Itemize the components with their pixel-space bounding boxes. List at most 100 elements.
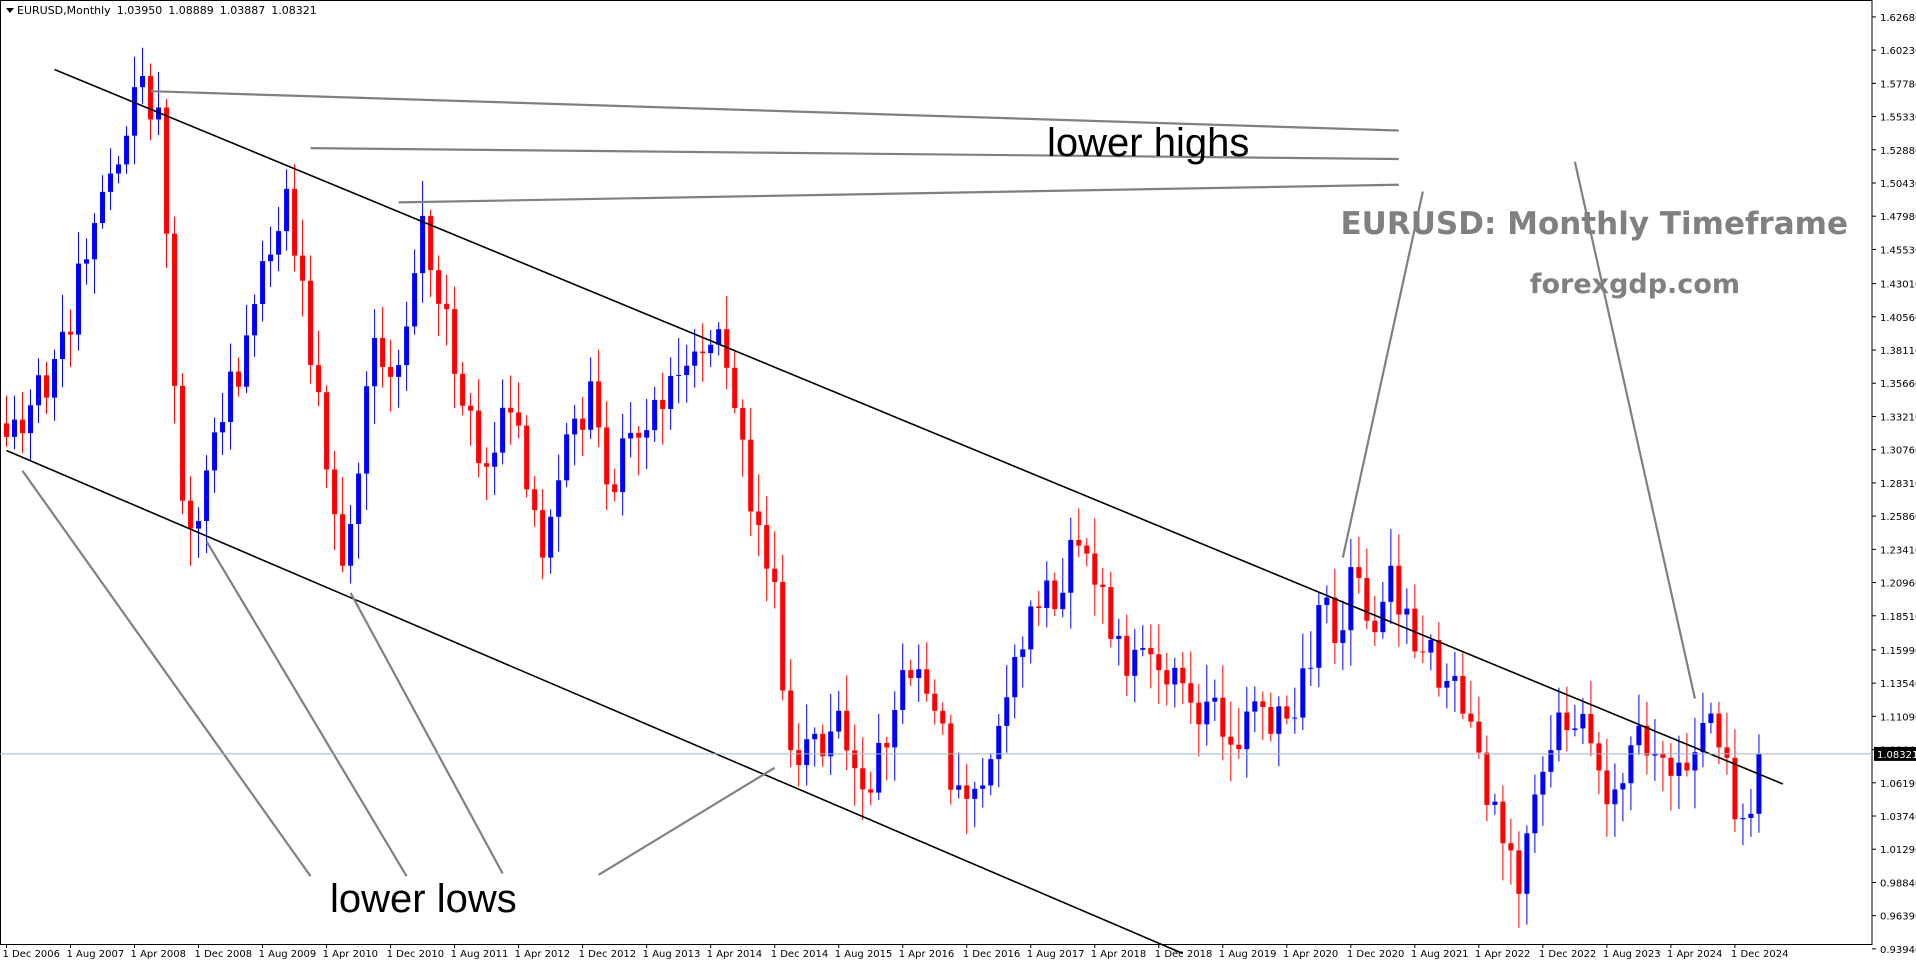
candle [1356,537,1361,594]
y-tick-label: 1.47980 [1880,212,1916,223]
candle [1004,665,1009,753]
y-tick-label: 1.11090 [1880,712,1916,723]
candle [1644,702,1649,775]
candle [756,474,761,556]
candle [1516,831,1521,927]
pointer-line-lower-high[interactable] [1343,192,1423,558]
x-tick-label: 1 Aug 2011 [451,949,509,960]
pointer-line-lower-low[interactable] [599,768,775,875]
candle [700,323,705,382]
candle [500,380,505,465]
candle [1588,681,1593,756]
x-tick-label: 1 Dec 2014 [771,949,829,960]
candle [1756,734,1761,833]
candle [652,387,657,442]
ohlc-high: 1.08889 [168,4,214,17]
x-tick-label: 1 Apr 2014 [707,949,762,960]
candle [620,414,625,516]
candle [1148,624,1153,688]
pointer-line-lower-low[interactable] [351,593,503,874]
x-tick-label: 1 Aug 2007 [67,949,125,960]
candle [316,331,321,407]
candle [660,373,665,445]
candle [1372,596,1377,646]
candle [236,357,241,396]
annotation-layer: lower highs lower lows EURUSD: Monthly T… [330,121,1848,921]
pointer-line-lower-low[interactable] [207,541,407,876]
x-tick-label: 1 Aug 2017 [1027,949,1085,960]
candle [956,752,961,798]
y-tick-label: 1.38110 [1880,346,1916,357]
candle [988,753,993,795]
y-tick-label: 1.50430 [1880,179,1916,190]
y-tick-label: 1.52880 [1880,146,1916,157]
x-tick-label: 1 Dec 2016 [963,949,1021,960]
ohlc-close: 1.08321 [271,4,317,17]
pointer-line-lower-low[interactable] [23,471,311,876]
candle [476,379,481,477]
candle [1684,733,1689,776]
candle [372,309,377,424]
x-tick-label: 1 Apr 2022 [1475,949,1530,960]
candle [884,737,889,781]
candle [1292,688,1297,734]
candle [1228,701,1233,781]
candle [412,250,417,335]
candle [260,241,265,322]
candle [1628,736,1633,810]
candle [1244,687,1249,778]
candle [1660,741,1665,791]
candle [1252,686,1257,732]
candle [12,396,17,450]
candle [36,358,41,423]
candle [1316,592,1321,687]
candle [644,399,649,469]
candle [100,175,105,228]
candle [636,426,641,475]
candle [1276,696,1281,766]
candle [516,382,521,438]
candle [828,694,833,775]
candle [228,344,233,450]
candle [1212,680,1217,721]
candle [268,226,273,287]
candle [556,455,561,552]
candle [1564,687,1569,752]
candle [820,725,825,767]
candle [964,764,969,834]
candle [1348,539,1353,666]
candle [300,220,305,317]
candle [940,702,945,734]
candle [612,469,617,502]
frame-layer [0,1,1872,945]
candle [996,714,1001,787]
y-tick-label: 1.33210 [1880,412,1916,423]
x-tick-label: 1 Dec 2008 [195,949,253,960]
candle [1332,569,1337,664]
candle [852,724,857,805]
candle [1220,665,1225,760]
candle [924,642,929,701]
pointer-line-lower-high[interactable] [1575,162,1695,699]
candle [1676,736,1681,809]
candle [1380,582,1385,639]
x-tick-label: 1 Aug 2009 [259,949,317,960]
candle [1580,698,1585,744]
pointer-line-lower-high[interactable] [399,185,1399,203]
symbol-dropdown-icon[interactable] [6,8,14,13]
candle [60,295,65,387]
candle [52,350,57,421]
candle [1548,715,1553,787]
x-tick-label: 1 Dec 2020 [1347,949,1405,960]
candle [148,63,153,140]
candle [428,210,433,297]
candle [436,255,441,336]
candle [532,476,537,527]
candle [876,714,881,800]
x-tick-label: 1 Dec 2024 [1731,949,1789,960]
